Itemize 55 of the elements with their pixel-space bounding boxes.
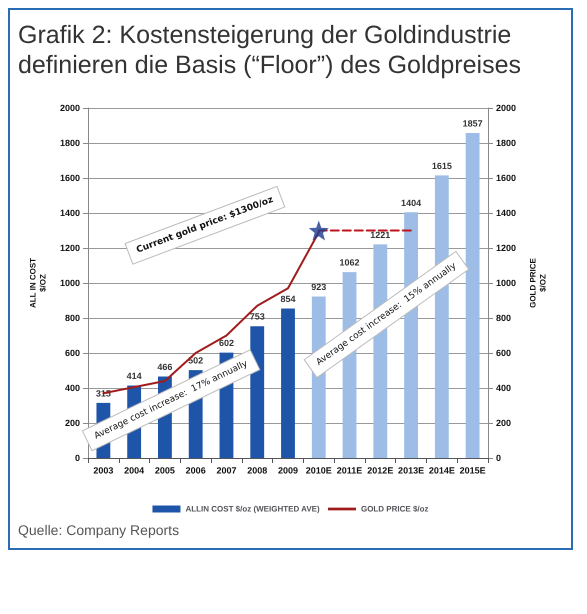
y-tick-label: 800 [64, 313, 80, 323]
y2-tick-label: 2000 [496, 103, 516, 113]
data-label: 753 [250, 312, 265, 322]
data-label: 1615 [432, 160, 452, 171]
data-label: 854 [280, 294, 296, 304]
data-label: 1404 [401, 198, 422, 208]
x-tick-label: 2003 [93, 466, 114, 476]
x-tick-label: 2005 [154, 466, 175, 476]
y-tick-label: 1000 [60, 278, 80, 288]
y-tick-label: 2000 [60, 103, 80, 113]
legend-label: ALLIN COST $/oz (WEIGHTED AVE) [185, 504, 320, 514]
y-tick-label: 0 [74, 453, 80, 463]
x-tick-label: 2006 [186, 466, 206, 476]
y2-tick-label: 400 [496, 383, 512, 393]
x-tick-label: 2008 [247, 466, 268, 476]
bar [281, 308, 295, 458]
data-label: 414 [126, 371, 142, 382]
data-label: 1062 [340, 258, 360, 268]
x-tick-label: 2012E [367, 466, 394, 476]
data-label: 1857 [462, 118, 483, 129]
y2-tick-label: 1000 [496, 278, 516, 288]
y-tick-label: 1400 [60, 208, 80, 218]
y-tick-label: 200 [64, 418, 80, 428]
y2-tick-label: 200 [496, 418, 512, 428]
x-tick-label: 2010E [306, 466, 332, 476]
y2-axis-title: GOLD PRICE $/OZ [528, 257, 548, 308]
y2-tick-label: 1800 [496, 138, 516, 148]
y2-tick-label: 0 [496, 453, 502, 463]
y-tick-label: 1800 [60, 138, 80, 148]
source-note: Quelle: Company Reports [18, 522, 180, 538]
y-axis-title: ALL IN COST $/OZ [28, 258, 48, 308]
data-label: 1221 [370, 230, 390, 240]
y2-tick-label: 1200 [496, 243, 516, 253]
data-label: 466 [157, 362, 172, 372]
chart-title: Grafik 2: Kostensteigerung der Goldindustrie definieren die Basis (“Floor”) des Goldpreises [18, 20, 522, 80]
data-label: 923 [311, 282, 326, 292]
x-tick-label: 2013E [398, 466, 424, 476]
y-tick-label: 400 [64, 383, 80, 393]
y-tick-label: 600 [64, 348, 80, 358]
y2-tick-label: 1400 [496, 208, 516, 218]
legend-label: GOLD PRICE $/oz [360, 504, 429, 514]
x-tick-label: 2004 [124, 466, 144, 476]
x-tick-label: 2009 [278, 466, 298, 476]
data-label: 602 [218, 338, 234, 348]
bar [466, 133, 480, 458]
x-tick-label: 2015E [460, 466, 486, 476]
x-tick-label: 2007 [216, 466, 236, 476]
y2-tick-label: 1600 [496, 173, 516, 183]
x-tick-label: 2014E [428, 466, 455, 476]
x-tick-label: 2011E [336, 466, 362, 476]
bar [250, 326, 264, 458]
y2-tick-label: 600 [496, 348, 512, 358]
y-tick-label: 1600 [60, 173, 80, 183]
y-tick-label: 1200 [60, 243, 80, 253]
y2-tick-label: 800 [496, 313, 512, 323]
